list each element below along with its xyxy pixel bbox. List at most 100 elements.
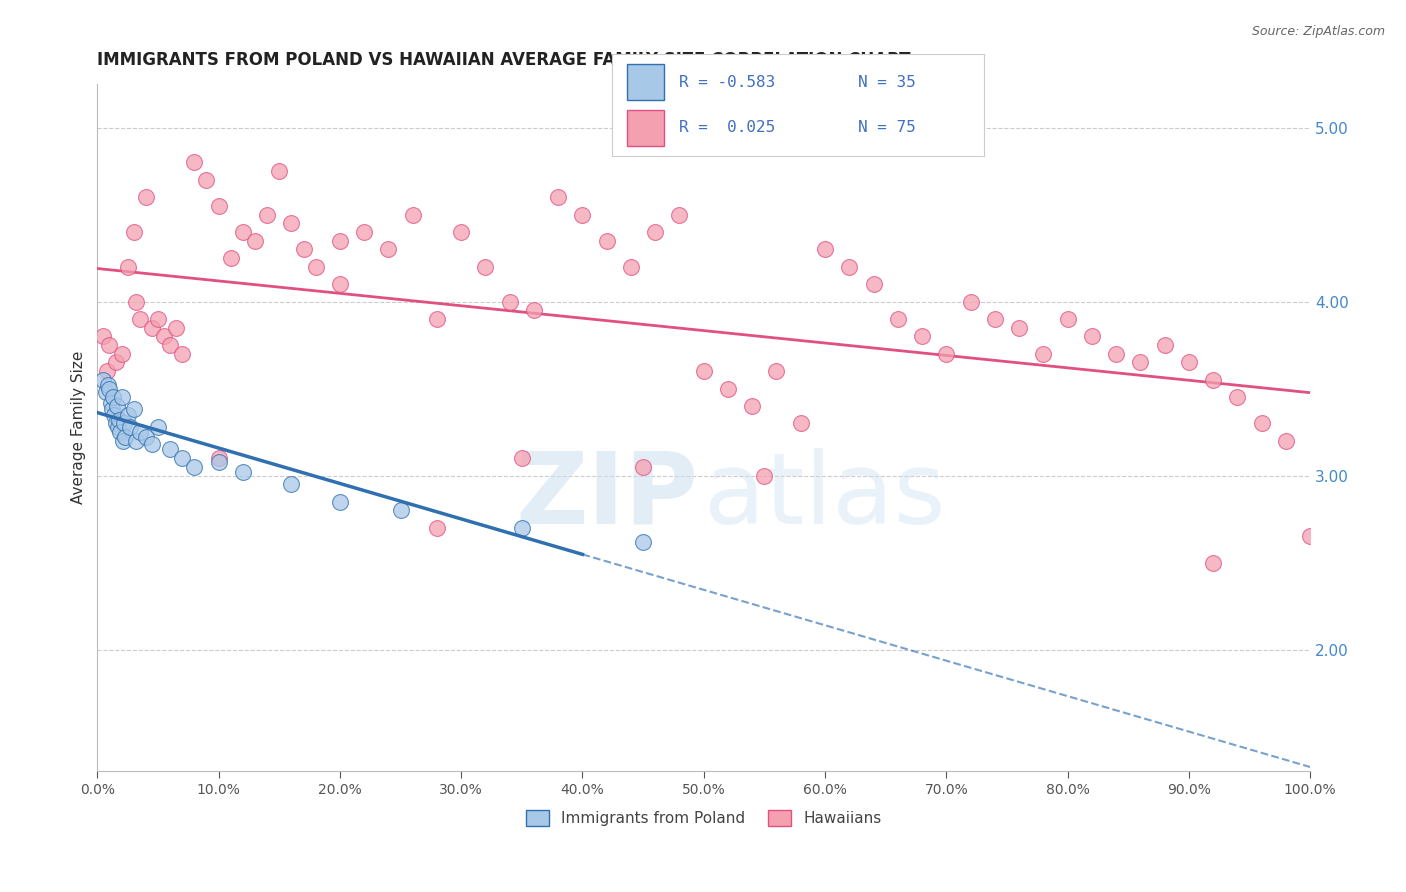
Point — [112, 417, 135, 431]
Point — [98, 382, 121, 396]
Point — [814, 243, 837, 257]
Point — [117, 260, 139, 274]
Point — [159, 442, 181, 457]
Point — [1008, 320, 1031, 334]
Bar — [627, 110, 664, 145]
Point — [232, 465, 254, 479]
Point — [631, 534, 654, 549]
Point — [911, 329, 934, 343]
Point — [269, 164, 291, 178]
Point — [1202, 373, 1225, 387]
Point — [1032, 347, 1054, 361]
Point — [329, 277, 352, 292]
Point — [93, 373, 115, 387]
Point — [693, 364, 716, 378]
Text: N = 35: N = 35 — [858, 75, 915, 90]
Point — [292, 243, 315, 257]
Point — [183, 155, 205, 169]
Point — [280, 477, 302, 491]
Text: N = 75: N = 75 — [858, 120, 915, 135]
Point — [128, 312, 150, 326]
Point — [108, 413, 131, 427]
Point — [105, 399, 128, 413]
Point — [547, 190, 569, 204]
Point — [101, 402, 124, 417]
Point — [1105, 347, 1128, 361]
Point — [100, 395, 122, 409]
Point — [596, 234, 619, 248]
Point — [984, 312, 1007, 326]
Point — [103, 408, 125, 422]
Point — [128, 425, 150, 439]
Point — [959, 294, 981, 309]
Point — [1250, 417, 1272, 431]
Point — [122, 225, 145, 239]
Point — [329, 234, 352, 248]
Point — [122, 402, 145, 417]
Point — [146, 420, 169, 434]
Point — [104, 355, 127, 369]
Point — [426, 521, 449, 535]
Point — [125, 294, 148, 309]
Point — [117, 408, 139, 422]
Point — [114, 430, 136, 444]
Point — [499, 294, 522, 309]
Point — [159, 338, 181, 352]
Point — [510, 521, 533, 535]
Point — [790, 417, 813, 431]
Point — [620, 260, 643, 274]
Point — [754, 468, 776, 483]
Point — [98, 338, 121, 352]
Point — [474, 260, 496, 274]
Point — [207, 199, 229, 213]
Point — [183, 459, 205, 474]
Point — [146, 312, 169, 326]
Point — [450, 225, 472, 239]
Point — [1275, 434, 1298, 448]
Point — [207, 455, 229, 469]
Point — [219, 251, 242, 265]
Point — [1202, 556, 1225, 570]
Point — [135, 430, 157, 444]
Point — [571, 208, 593, 222]
Point — [256, 208, 278, 222]
Point — [207, 451, 229, 466]
Point — [389, 503, 412, 517]
Point — [120, 420, 142, 434]
Point — [125, 434, 148, 448]
Point — [172, 451, 194, 466]
Point — [110, 425, 132, 439]
Bar — [627, 64, 664, 100]
Point — [141, 437, 163, 451]
Point — [107, 420, 129, 434]
Text: Source: ZipAtlas.com: Source: ZipAtlas.com — [1251, 25, 1385, 38]
Text: IMMIGRANTS FROM POLAND VS HAWAIIAN AVERAGE FAMILY SIZE CORRELATION CHART: IMMIGRANTS FROM POLAND VS HAWAIIAN AVERA… — [97, 51, 911, 69]
Point — [104, 417, 127, 431]
Point — [644, 225, 666, 239]
Text: ZIP: ZIP — [515, 448, 699, 545]
Point — [165, 320, 187, 334]
Point — [111, 434, 134, 448]
Point — [304, 260, 326, 274]
Point — [280, 216, 302, 230]
Point — [426, 312, 449, 326]
Point — [838, 260, 860, 274]
Text: R =  0.025: R = 0.025 — [679, 120, 775, 135]
Text: atlas: atlas — [704, 448, 946, 545]
Point — [96, 364, 118, 378]
Point — [510, 451, 533, 466]
Point — [1178, 355, 1201, 369]
Point — [1299, 529, 1322, 543]
Point — [741, 399, 763, 413]
Point — [862, 277, 884, 292]
Point — [377, 243, 399, 257]
Point — [1129, 355, 1152, 369]
Point — [1081, 329, 1104, 343]
Point — [887, 312, 910, 326]
Point — [141, 320, 163, 334]
Point — [631, 459, 654, 474]
Y-axis label: Average Family Size: Average Family Size — [72, 351, 86, 505]
Point — [153, 329, 176, 343]
Point — [329, 494, 352, 508]
Point — [523, 303, 546, 318]
